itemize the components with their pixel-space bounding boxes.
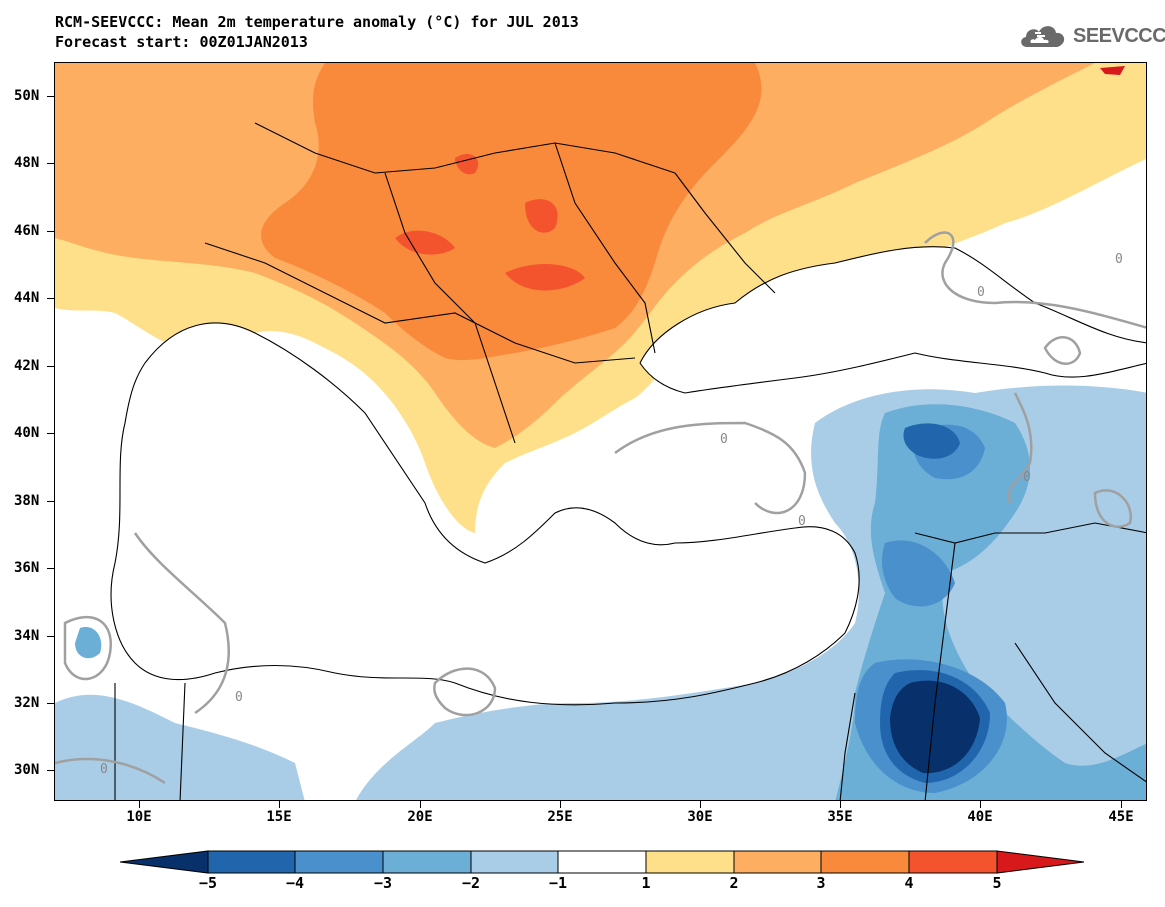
- lon-label-40e: 40E: [967, 809, 993, 825]
- colorbar-label: −3: [373, 874, 393, 892]
- contour-label: 0: [720, 432, 728, 447]
- logo-text: SEEVCCC: [1073, 24, 1165, 47]
- anomaly-field-3to4: [261, 63, 762, 361]
- lat-label-32n: 32N: [14, 695, 40, 711]
- colorbar-swatch: [294, 850, 384, 874]
- anomaly-map: 0 0 0 0 0 0 0: [54, 62, 1147, 801]
- colorbar-swatch: [557, 850, 647, 874]
- lat-tick: [47, 298, 54, 299]
- lat-tick: [47, 703, 54, 704]
- lon-tick: [700, 801, 701, 808]
- lat-label-46n: 46N: [14, 223, 40, 239]
- contour-label: 0: [977, 285, 985, 300]
- lon-tick: [560, 801, 561, 808]
- lon-tick: [980, 801, 981, 808]
- colorbar-label: 3: [816, 874, 826, 892]
- anomaly-field-nafrica: [55, 694, 305, 800]
- lat-tick: [47, 231, 54, 232]
- lat-tick: [47, 433, 54, 434]
- lat-label-40n: 40N: [14, 425, 40, 441]
- lat-label-38n: 38N: [14, 493, 40, 509]
- lon-tick: [420, 801, 421, 808]
- anomaly-field-m5: [890, 680, 980, 774]
- map-title: RCM-SEEVCCC: Mean 2m temperature anomaly…: [55, 12, 579, 52]
- anomaly-field-m4tom5: [903, 423, 960, 459]
- lat-label-34n: 34N: [14, 628, 40, 644]
- lat-label-50n: 50N: [14, 88, 40, 104]
- colorbar-label: −4: [285, 874, 305, 892]
- colorbar-swatch: [382, 850, 472, 874]
- anomaly-field-4to5-c: [505, 263, 585, 291]
- contour-label: 0: [100, 762, 108, 777]
- lat-tick: [47, 163, 54, 164]
- title-line-2: Forecast start: 00Z01JAN2013: [55, 33, 308, 51]
- lon-label-15e: 15E: [266, 809, 292, 825]
- contour-label-group: 0 0 0 0 0 0 0: [100, 252, 1123, 777]
- lat-tick: [47, 636, 54, 637]
- lat-tick: [47, 568, 54, 569]
- anomaly-field-5plus: [1100, 66, 1125, 75]
- contour-label: 0: [1115, 252, 1123, 267]
- lon-tick: [139, 801, 140, 808]
- colorbar-label: 2: [729, 874, 739, 892]
- lon-label-25e: 25E: [547, 809, 573, 825]
- lat-tick: [47, 770, 54, 771]
- lon-label-30e: 30E: [687, 809, 713, 825]
- coastlines: [110, 122, 1146, 800]
- colorbar-label: 1: [641, 874, 651, 892]
- lat-tick: [47, 501, 54, 502]
- zero-contours: [55, 231, 1146, 785]
- colorbar-label: −5: [198, 874, 218, 892]
- colorbar-swatch: [207, 850, 296, 874]
- colorbar-swatch: [908, 850, 998, 874]
- lat-label-44n: 44N: [14, 290, 40, 306]
- colorbar-swatch: [996, 850, 1085, 874]
- colorbar: [120, 850, 1085, 874]
- title-line-1: RCM-SEEVCCC: Mean 2m temperature anomaly…: [55, 13, 579, 31]
- lon-label-45e: 45E: [1108, 809, 1134, 825]
- lat-label-48n: 48N: [14, 155, 40, 171]
- colorbar-label: 4: [904, 874, 914, 892]
- map-canvas: 0 0 0 0 0 0 0: [55, 63, 1146, 800]
- colorbar-swatch: [120, 850, 209, 874]
- anomaly-field-m3tom4-b: [882, 540, 955, 607]
- colorbar-swatch: [645, 850, 735, 874]
- anomaly-field-tunisia: [75, 627, 102, 659]
- cloud-icon: [1021, 26, 1065, 47]
- anomaly-field-4to5-b: [395, 230, 455, 255]
- lon-label-35e: 35E: [827, 809, 853, 825]
- colorbar-label: −2: [461, 874, 481, 892]
- colorbar-label: 5: [992, 874, 1002, 892]
- lat-label-36n: 36N: [14, 560, 40, 576]
- lon-label-20e: 20E: [407, 809, 433, 825]
- black-sea: [640, 246, 1146, 393]
- mediterranean-sea: [111, 323, 860, 705]
- lon-tick: [840, 801, 841, 808]
- colorbar-swatch: [820, 850, 910, 874]
- seevccc-logo: SEEVCCC: [1017, 20, 1165, 52]
- lat-label-42n: 42N: [14, 358, 40, 374]
- contour-label: 0: [1023, 470, 1031, 485]
- colorbar-label: −1: [548, 874, 568, 892]
- lon-label-10e: 10E: [126, 809, 152, 825]
- lon-tick: [279, 801, 280, 808]
- contour-label: 0: [798, 514, 806, 529]
- lat-tick: [47, 366, 54, 367]
- lat-tick: [47, 96, 54, 97]
- colorbar-swatch: [733, 850, 822, 874]
- contour-label: 0: [235, 690, 243, 705]
- anomaly-field-4to5-a: [525, 199, 558, 233]
- lat-label-30n: 30N: [14, 762, 40, 778]
- colorbar-swatch: [470, 850, 559, 874]
- lon-tick: [1121, 801, 1122, 808]
